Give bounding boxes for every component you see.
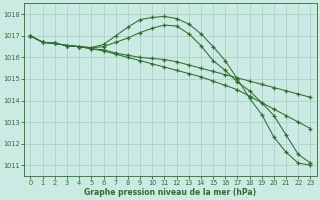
X-axis label: Graphe pression niveau de la mer (hPa): Graphe pression niveau de la mer (hPa) <box>84 188 257 197</box>
